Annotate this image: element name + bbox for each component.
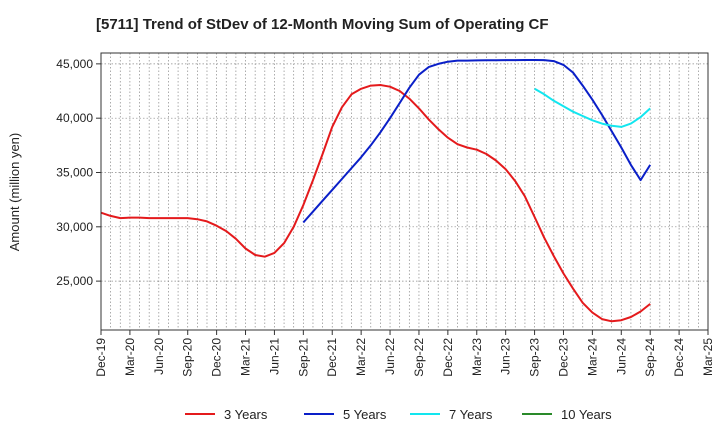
y-axis-label: Amount (million yen) [7, 133, 22, 252]
legend-label-7-years: 7 Years [449, 407, 493, 422]
grid [101, 53, 708, 330]
legend-label-5-years: 5 Years [343, 407, 387, 422]
y-axis-ticks: 25,000 30,000 35,000 40,000 45,000 [56, 57, 101, 288]
series-line-7-years [534, 87, 651, 128]
x-tick-label: Jun-20 [152, 338, 166, 375]
chart-title: [5711] Trend of StDev of 12-Month Moving… [96, 16, 549, 33]
x-tick-label: Dec-22 [441, 338, 455, 377]
x-tick-label: Sep-23 [528, 338, 542, 377]
legend-label-3-years: 3 Years [224, 407, 268, 422]
x-tick-label: Sep-21 [296, 338, 310, 377]
legend-label-10-years: 10 Years [561, 407, 612, 422]
x-tick-label: Dec-21 [325, 338, 339, 377]
x-tick-label: Dec-19 [94, 338, 108, 377]
x-tick-label: Jun-24 [614, 338, 628, 375]
y-tick-label: 30,000 [56, 220, 93, 234]
x-tick-label: Mar-25 [701, 338, 715, 376]
x-tick-label: Dec-23 [556, 338, 570, 377]
series-line-3-years [100, 84, 651, 323]
x-axis-ticks: Dec-19 Mar-20 Jun-20 Sep-20 Dec-20 Mar-21 Jun-… [94, 330, 715, 377]
x-tick-label: Dec-20 [210, 338, 224, 377]
x-tick-label: Jun-22 [383, 338, 397, 375]
x-tick-label: Mar-20 [123, 338, 137, 376]
legend: 3 Years 5 Years 7 Years 10 Years [185, 407, 612, 422]
y-tick-label: 35,000 [56, 165, 93, 179]
x-tick-label: Jun-23 [499, 338, 513, 375]
x-tick-label: Mar-21 [239, 338, 253, 376]
y-tick-label: 40,000 [56, 111, 93, 125]
x-tick-label: Mar-24 [585, 338, 599, 376]
y-tick-label: 25,000 [56, 274, 93, 288]
series-line-5-years [302, 59, 652, 224]
y-tick-label: 45,000 [56, 57, 93, 71]
x-tick-label: Jun-21 [267, 338, 281, 375]
x-tick-label: Sep-24 [643, 338, 657, 377]
x-tick-label: Sep-22 [412, 338, 426, 377]
x-tick-label: Mar-23 [470, 338, 484, 376]
x-tick-label: Mar-22 [354, 338, 368, 376]
plot-frame [100, 52, 709, 331]
x-tick-label: Sep-20 [181, 338, 195, 377]
series-lines [100, 59, 652, 323]
x-tick-label: Dec-24 [672, 338, 686, 377]
